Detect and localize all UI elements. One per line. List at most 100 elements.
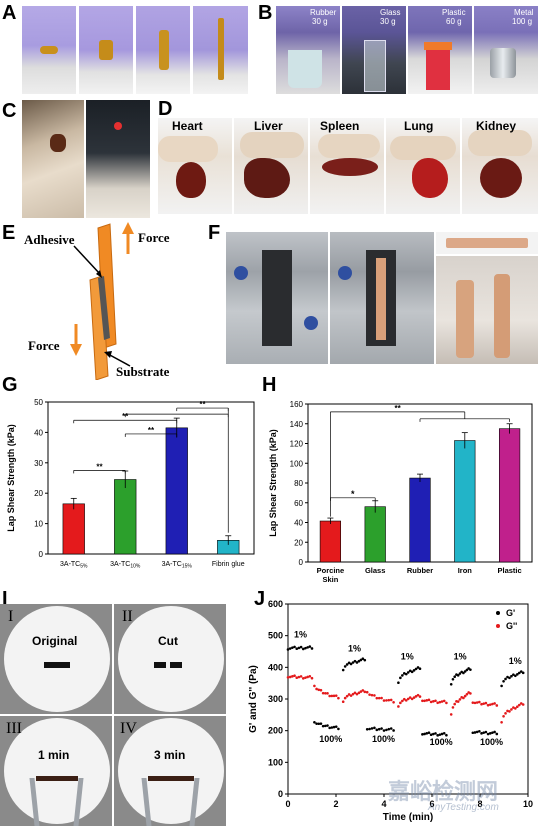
data-point [462,696,465,700]
data-point [508,710,511,713]
data-point [510,674,513,678]
adhesive-pointer-head [96,270,102,278]
panel-b-photo-plastic: Plastic 60 g [408,6,472,94]
data-point [436,734,439,737]
panel-d-label-lung: Lung [404,119,434,133]
y-tick-label: 60 [294,499,303,508]
data-point [471,701,475,704]
data-point [288,647,292,650]
data-point [375,728,379,732]
data-point [341,700,345,704]
substrate-pointer-head [104,351,112,358]
panel-label-g: G [2,374,18,396]
panel-d-label-kidney: Kidney [476,119,517,133]
data-point [427,731,431,735]
data-point [442,699,446,703]
data-point [408,696,412,699]
data-point [341,668,345,672]
data-point [375,696,379,700]
panel-a-photo-4 [193,6,248,94]
y-tick-label: 100 [268,757,283,767]
data-point [310,676,314,680]
data-point [353,691,357,695]
bar [319,520,342,563]
data-point [363,658,367,662]
panel-b-weight-metal: 100 g [512,17,533,26]
panel-b-photos: Rubber 30 g Glass 30 g Plastic 60 g Meta… [276,6,538,94]
data-point [500,721,503,724]
data-point [445,701,448,705]
x-axis-label: Time (min) [383,812,433,823]
data-point [349,662,353,666]
data-point [295,647,299,651]
y-axis-label: Lap Shear Strength (kPa) [6,424,16,532]
panel-f-photo-strips [436,232,538,254]
panel-f-photo-clamp-sample [330,232,434,364]
panel-i-caption-cut: Cut [158,634,178,648]
data-point [291,646,294,649]
data-point [423,732,426,736]
panel-i-photos: I Original II Cut III 1 min IV 3 min [0,604,228,826]
data-point [399,701,402,705]
data-point [355,692,359,696]
data-point [495,704,499,707]
data-point [410,697,414,701]
data-point [519,670,523,673]
panel-i-roman-1: I [8,608,14,625]
data-point [414,695,418,698]
data-point [357,659,361,663]
data-point [334,725,338,728]
data-point [475,701,479,704]
panel-label-i: I [2,588,8,610]
data-point [319,722,323,725]
data-point [434,699,437,703]
panel-i-photo-1min: III 1 min [0,716,112,826]
data-point [361,689,365,692]
data-point [458,672,462,675]
data-point [491,731,494,734]
y-tick-label: 600 [268,599,283,609]
data-point [351,661,355,664]
data-point [306,675,309,679]
data-point [425,699,429,702]
panel-f-photos [226,232,538,364]
strain-annotation: 1% [454,651,467,661]
x-tick-label: Rubber [407,566,433,575]
data-point [351,692,355,696]
data-point [512,706,515,709]
data-point [519,702,523,705]
panel-c-photo-1 [22,100,84,218]
y-tick-label: 140 [290,420,304,429]
panel-i-roman-2: II [122,608,133,625]
data-point [521,703,525,706]
data-point [353,659,357,663]
panel-c-photos [22,100,150,218]
panel-i-roman-3: III [6,720,22,737]
data-point [480,702,483,706]
data-point [482,702,486,705]
data-point [343,665,347,668]
data-point [418,667,422,671]
chart-g-lap-shear-formulations: 0 10 20 30 40 50 Lap Shear Strength (kPa) 3A-TC… [6,398,255,570]
data-point [404,699,408,702]
panel-d-label-heart: Heart [172,119,203,133]
panel-label-c: C [2,100,17,122]
data-point [471,731,475,735]
panel-d-photo-spleen [310,118,384,214]
panel-label-f: F [208,222,221,244]
data-point [370,693,374,697]
force-arrowhead-up [122,222,134,234]
data-point [473,731,477,734]
data-point [402,672,406,675]
panel-b-photo-glass: Glass 30 g [342,6,406,94]
data-point [306,646,309,649]
data-point [506,709,509,713]
x-tick-label: 4 [381,799,386,809]
data-point [484,730,488,734]
data-point [343,696,347,700]
y-tick-label: 100 [290,459,304,468]
panel-b-photo-rubber: Rubber 30 g [276,6,340,94]
data-point [317,688,321,692]
panel-b-label-metal: Metal [514,8,534,17]
data-point [502,714,505,718]
